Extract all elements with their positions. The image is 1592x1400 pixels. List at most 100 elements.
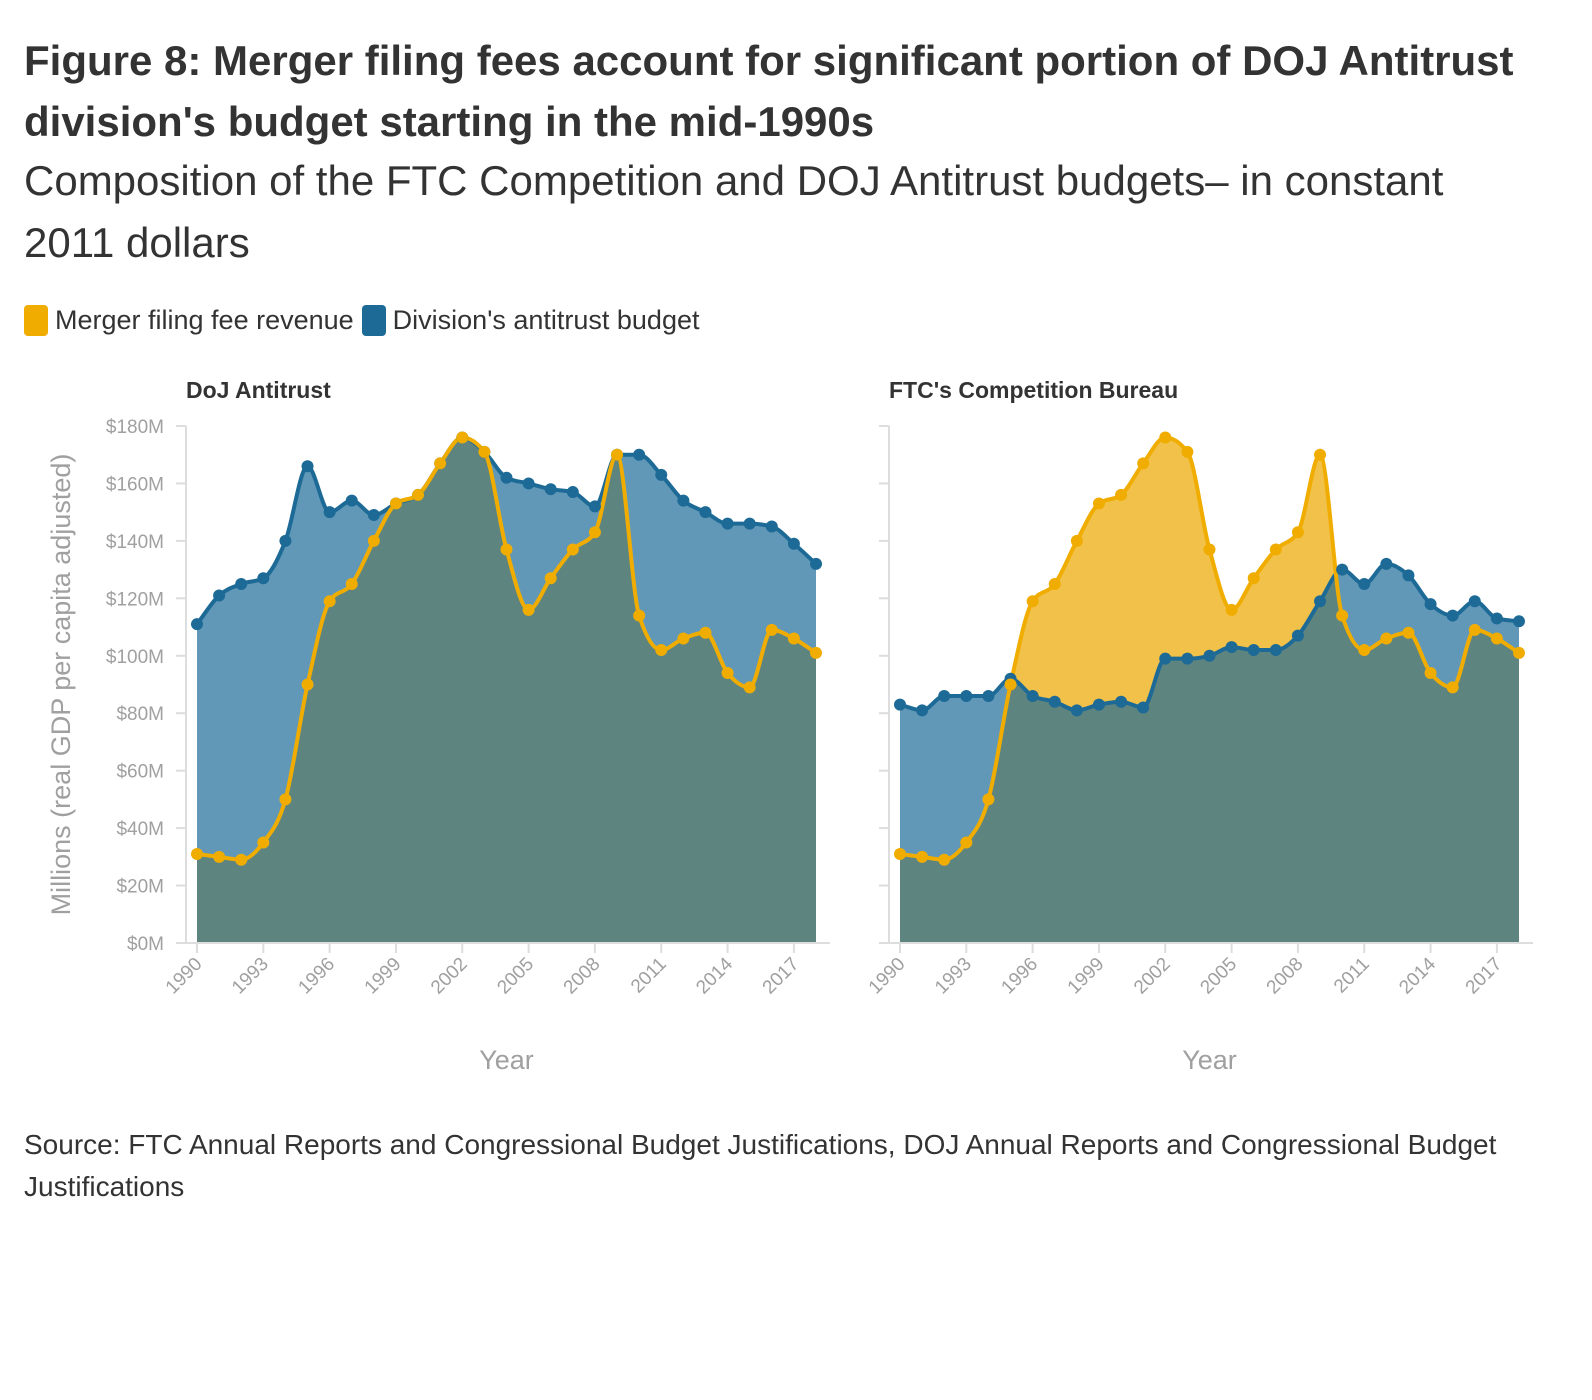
- budget-point: [1291, 629, 1304, 642]
- fee-point: [611, 448, 624, 461]
- fee-point: [1269, 543, 1282, 556]
- budget-point: [721, 517, 734, 530]
- panel-title: FTC's Competition Bureau: [889, 377, 1178, 403]
- fee-point: [1004, 678, 1017, 691]
- x-tick-label: 2002: [1130, 954, 1175, 999]
- fee-point: [301, 678, 314, 691]
- budget-point: [279, 534, 292, 547]
- budget-point: [500, 471, 513, 484]
- budget-point: [1490, 612, 1503, 625]
- budget-point: [916, 704, 929, 717]
- fee-point: [677, 632, 690, 645]
- overlap-area: [197, 437, 816, 943]
- y-tick-label: $140M: [106, 532, 164, 553]
- y-tick-label: $20M: [116, 877, 164, 898]
- x-tick-label: 1996: [997, 954, 1042, 999]
- legend-label-fee: Merger filing fee revenue: [55, 304, 354, 335]
- fee-point: [1137, 457, 1150, 470]
- fee-point: [323, 595, 336, 608]
- budget-point: [960, 689, 973, 702]
- fee-point: [434, 457, 447, 470]
- budget-point: [257, 572, 270, 585]
- fee-point: [1468, 623, 1481, 636]
- x-tick-label: 2017: [759, 954, 804, 999]
- x-tick-label: 1990: [865, 954, 910, 999]
- y-tick-label: $60M: [116, 762, 164, 783]
- budget-point: [1468, 595, 1481, 608]
- budget-point: [1402, 569, 1415, 582]
- overlap-area: [900, 563, 1519, 943]
- x-tick-label: 2008: [1263, 954, 1308, 999]
- fee-point: [1380, 632, 1393, 645]
- legend-swatch-budget: [361, 304, 386, 336]
- budget-point: [1269, 644, 1282, 657]
- fee-point: [1424, 667, 1437, 680]
- y-tick-label: $120M: [106, 589, 164, 610]
- fee-point: [588, 526, 601, 539]
- y-tick-label: $160M: [106, 474, 164, 495]
- fee-point: [1336, 609, 1349, 622]
- x-tick-label: 2008: [560, 954, 605, 999]
- panel-title: DoJ Antitrust: [186, 377, 331, 403]
- budget-point: [235, 577, 248, 590]
- panel-1: DoJ Antitrust $0M $20M $40M $60M $80M $100M $12…: [46, 377, 830, 1075]
- budget-point: [787, 537, 800, 550]
- budget-point: [588, 500, 601, 513]
- fee-point: [235, 853, 248, 866]
- fee-point: [1490, 632, 1503, 645]
- fee-point: [1203, 543, 1216, 556]
- x-axis-title: Year: [479, 1045, 534, 1075]
- x-tick-label: 2014: [692, 953, 737, 998]
- x-tick-label: 2005: [493, 954, 538, 999]
- fee-point: [765, 623, 778, 636]
- budget-point: [1424, 598, 1437, 611]
- budget-point: [1358, 577, 1371, 590]
- fee-point: [1092, 497, 1105, 510]
- x-tick-label: 2005: [1196, 954, 1241, 999]
- budget-point: [938, 689, 951, 702]
- fee-point: [566, 543, 579, 556]
- budget-point: [1137, 701, 1150, 714]
- fee-point: [257, 836, 270, 849]
- x-tick-label: 2002: [427, 954, 472, 999]
- budget-point: [323, 506, 336, 519]
- budget-point: [810, 557, 822, 570]
- budget-point: [301, 460, 314, 473]
- fee-point: [655, 644, 668, 657]
- legend-item-fee[interactable]: Merger filing fee revenue: [24, 304, 354, 336]
- fee-point: [938, 853, 951, 866]
- fee-point: [279, 793, 292, 806]
- legend: Merger filing fee revenue Division's ant…: [24, 300, 707, 340]
- x-tick-label: 2017: [1462, 954, 1507, 999]
- budget-point: [1070, 704, 1083, 717]
- fee-point: [699, 626, 712, 639]
- x-tick-label: 2011: [1330, 954, 1374, 998]
- budget-point: [1026, 689, 1039, 702]
- budget-point: [1203, 649, 1216, 662]
- budget-point: [1092, 698, 1105, 711]
- chart-area: DoJ Antitrust $0M $20M $40M $60M $80M $100M $12…: [46, 377, 1533, 1075]
- budget-point: [367, 509, 380, 522]
- budget-point: [544, 483, 557, 496]
- fee-point: [894, 847, 906, 860]
- budget-point: [345, 494, 358, 507]
- y-tick-label: $80M: [116, 704, 164, 725]
- fee-point: [345, 577, 358, 590]
- fee-point: [721, 667, 734, 680]
- budget-point: [982, 689, 995, 702]
- fee-point: [633, 609, 646, 622]
- fee-point: [1291, 526, 1304, 539]
- legend-item-budget[interactable]: Division's antitrust budget: [361, 304, 699, 336]
- fee-point: [367, 534, 380, 547]
- budget-point: [1048, 695, 1061, 708]
- chart-subtitle: Composition of the FTC Competition and D…: [24, 157, 1444, 266]
- fee-point: [412, 488, 425, 501]
- budget-point: [894, 698, 906, 711]
- budget-point: [1380, 557, 1393, 570]
- fee-point: [1247, 572, 1260, 585]
- x-tick-label: 1993: [931, 954, 976, 999]
- budget-point: [1513, 615, 1525, 628]
- fee-point: [389, 497, 402, 510]
- fee-point: [1115, 488, 1128, 501]
- budget-point: [1247, 644, 1260, 657]
